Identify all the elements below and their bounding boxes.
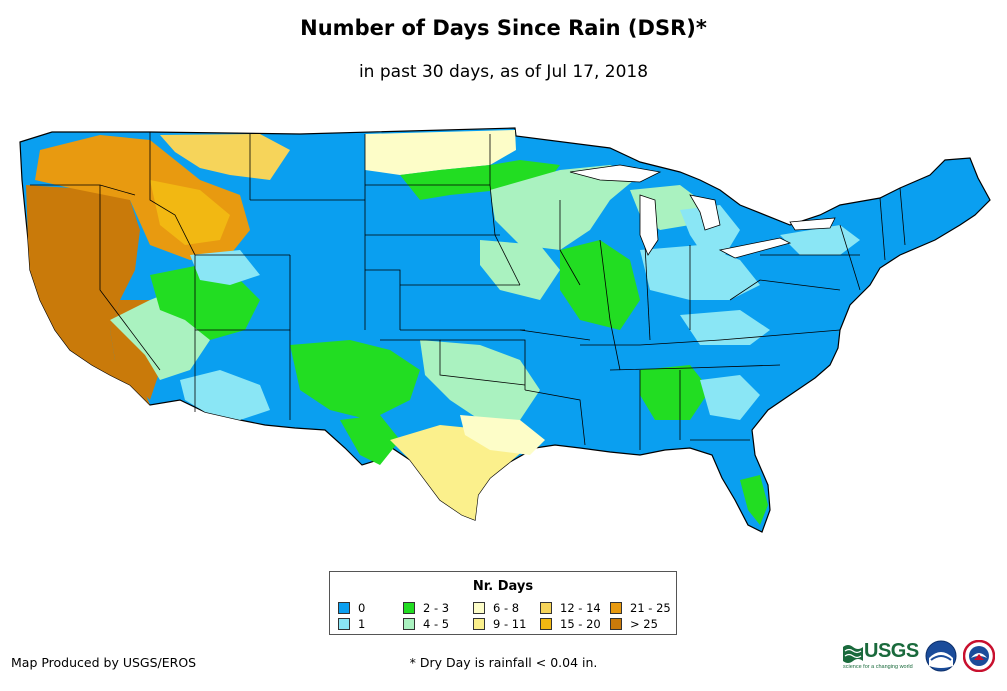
legend-title: Nr. Days [472, 579, 534, 594]
region-1-southeast [700, 375, 760, 420]
legend-label: 1 [358, 617, 366, 631]
credit-text: Map Produced by USGS/EROS [11, 655, 197, 670]
state-boundaries [30, 132, 906, 450]
region-6-8-north-dakota [365, 130, 516, 175]
nws-logo-icon [963, 640, 995, 672]
legend-item: 12 - 14 [540, 602, 601, 615]
region-2-3-north-plains [400, 160, 560, 200]
region-2-3-florida [740, 475, 768, 525]
map-title: Number of Days Since Rain (DSR)* [300, 16, 707, 40]
legend-label: 15 - 20 [560, 617, 601, 631]
legend-label: 4 - 5 [423, 617, 450, 631]
legend-swatch [338, 602, 350, 614]
lake-erie [718, 237, 792, 259]
usgs-tagline: science for a changing world [843, 664, 913, 670]
legend-label: 12 - 14 [560, 601, 601, 615]
region-1-michigan [680, 205, 740, 255]
legend-item: 4 - 5 [403, 618, 449, 631]
region-15-20-idaho [150, 180, 230, 245]
region-2-3-southwest [290, 340, 420, 420]
legend-swatch [540, 618, 552, 630]
legend-item: 1 [338, 618, 365, 631]
usgs-logo-text: USGS [864, 640, 919, 662]
region-2-3-midwest [560, 240, 640, 330]
legend-label: 6 - 8 [493, 601, 520, 615]
lake-ontario [789, 217, 836, 231]
lake-huron [689, 194, 721, 231]
usgs-logo-icon [843, 645, 863, 663]
legend-label: 0 [358, 601, 366, 615]
legend-item: > 25 [610, 618, 658, 631]
legend-label: 21 - 25 [630, 601, 671, 615]
legend: Nr. Days 0 1 2 - 3 4 - 5 6 - 8 9 - 11 12 - 14 1… [329, 571, 677, 635]
legend-swatch [338, 618, 350, 630]
region-4-5-minnesota [490, 165, 640, 250]
legend-label: 9 - 11 [493, 617, 527, 631]
legend-item: 21 - 25 [610, 602, 671, 615]
region-2-3-texas-west [340, 415, 400, 465]
region-1-carolinas [680, 310, 770, 345]
legend-swatch [610, 618, 622, 630]
region-2-3-southeast [640, 365, 710, 420]
map-subtitle: in past 30 days, as of Jul 17, 2018 [358, 62, 649, 82]
legend-swatch [473, 618, 485, 630]
region-1-southwest-az [180, 370, 270, 420]
legend-swatch [610, 602, 622, 614]
region-1-ohio [640, 245, 760, 300]
footnote-text: * Dry Day is rainfall < 0.04 in. [409, 655, 598, 670]
legend-swatch [473, 602, 485, 614]
region-gt25-west [26, 185, 150, 405]
legend-label: > 25 [630, 617, 658, 631]
legend-swatch [540, 602, 552, 614]
region-1-utah [190, 250, 260, 285]
legend-item: 15 - 20 [540, 618, 601, 631]
region-12-14-montana [160, 134, 290, 180]
region-6-8-texas-east [460, 415, 545, 455]
legend-item: 2 - 3 [403, 602, 449, 615]
noaa-logo-icon [925, 640, 957, 672]
legend-item: 9 - 11 [473, 618, 526, 631]
legend-swatch [403, 602, 415, 614]
region-1-northeast [780, 225, 860, 255]
legend-label: 2 - 3 [423, 601, 450, 615]
lake-michigan [639, 194, 659, 256]
legend-item: 0 [338, 602, 365, 615]
legend-item: 6 - 8 [473, 602, 519, 615]
lake-superior [569, 164, 662, 183]
legend-swatch [403, 618, 415, 630]
